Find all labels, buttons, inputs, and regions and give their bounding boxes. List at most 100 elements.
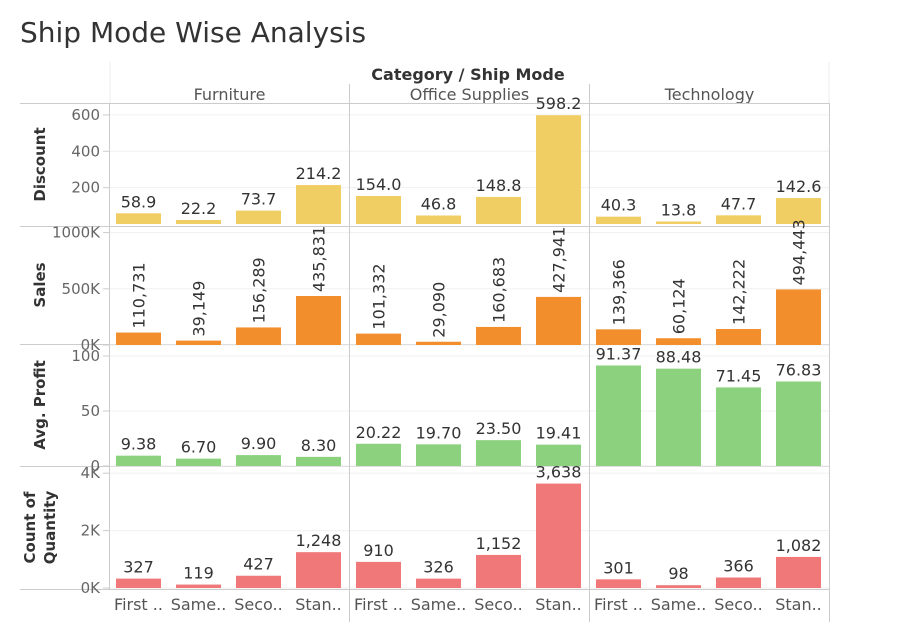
tick-label: 50	[81, 402, 100, 420]
ship-mode-label: First ..	[354, 595, 403, 614]
bar	[596, 365, 641, 466]
data-label: 9.38	[121, 435, 157, 454]
bar	[416, 444, 461, 466]
bar	[716, 577, 761, 588]
bar	[776, 198, 821, 224]
data-label: 40.3	[601, 196, 637, 215]
tick-label: 100	[71, 347, 100, 365]
category-header: Furniture	[194, 85, 266, 104]
bar	[116, 578, 161, 588]
ship-mode-label: Same..	[171, 595, 227, 614]
bar	[236, 210, 281, 224]
data-label: 366	[723, 556, 754, 575]
data-label: 22.2	[181, 199, 217, 218]
data-label: 142,222	[730, 259, 749, 325]
bar	[716, 215, 761, 224]
data-label: 142.6	[776, 177, 822, 196]
ship-mode-label: Stan..	[775, 595, 822, 614]
data-label: 39,149	[190, 281, 209, 337]
bar	[656, 221, 701, 224]
bar	[536, 115, 581, 224]
data-label: 13.8	[661, 200, 697, 219]
bar	[176, 340, 221, 345]
bar	[596, 329, 641, 345]
category-header: Technology	[664, 85, 755, 104]
data-label: 98	[668, 564, 688, 583]
bar	[476, 554, 521, 588]
bar	[656, 368, 701, 466]
data-label: 88.48	[656, 348, 702, 367]
bar	[536, 444, 581, 466]
axis-title: Count of	[21, 491, 39, 563]
data-label: 101,332	[370, 263, 389, 329]
bar	[296, 456, 341, 466]
tick-label: 1000K	[52, 224, 101, 242]
data-label: 156,289	[250, 257, 269, 323]
ship-mode-label: Seco..	[474, 595, 522, 614]
bar	[776, 381, 821, 466]
data-label: 58.9	[121, 192, 157, 211]
bar	[776, 289, 821, 345]
bar	[176, 584, 221, 588]
data-label: 1,248	[296, 531, 342, 550]
bar	[356, 561, 401, 588]
bar	[236, 575, 281, 588]
axis-title: Avg. Profit	[31, 360, 49, 450]
tick-label: 500K	[62, 280, 102, 298]
bar	[716, 387, 761, 466]
data-label: 435,831	[310, 226, 329, 292]
bar	[596, 216, 641, 224]
bar	[596, 579, 641, 588]
data-label: 8.30	[301, 436, 337, 455]
tick-label: 4K	[81, 464, 102, 482]
tick-label: 0K	[81, 579, 102, 597]
bar	[356, 443, 401, 466]
ship-mode-label: Same..	[411, 595, 467, 614]
data-label: 598.2	[536, 94, 582, 113]
data-label: 46.8	[421, 194, 457, 213]
page-title: Ship Mode Wise Analysis	[20, 16, 367, 49]
ship-mode-label: First ..	[114, 595, 163, 614]
axis-title: Quantity	[41, 491, 59, 565]
data-label: 6.70	[181, 438, 217, 457]
data-label: 1,082	[776, 536, 822, 555]
ship-mode-label: Stan..	[295, 595, 342, 614]
bar	[296, 185, 341, 224]
data-label: 110,731	[130, 262, 149, 328]
bar	[116, 332, 161, 345]
column-header: Category / Ship Mode	[371, 65, 565, 84]
tick-label: 0	[90, 457, 100, 475]
axis-title: Discount	[31, 127, 49, 201]
axis-title: Sales	[31, 262, 49, 307]
bar	[356, 333, 401, 345]
data-label: 47.7	[721, 194, 757, 213]
data-label: 427	[243, 555, 274, 574]
data-label: 76.83	[776, 360, 822, 379]
bar	[776, 556, 821, 588]
bar	[476, 440, 521, 466]
ship-mode-label: Stan..	[535, 595, 582, 614]
data-label: 427,941	[550, 227, 569, 293]
data-label: 9.90	[241, 434, 277, 453]
tick-label: 200	[71, 179, 100, 197]
data-label: 301	[603, 558, 634, 577]
data-label: 71.45	[716, 366, 762, 385]
data-label: 160,683	[490, 257, 509, 323]
data-label: 214.2	[296, 164, 342, 183]
data-label: 73.7	[241, 190, 277, 209]
data-label: 19.70	[416, 423, 462, 442]
bar	[416, 578, 461, 588]
data-label: 148.8	[476, 176, 522, 195]
bar	[116, 455, 161, 466]
data-label: 20.22	[356, 423, 402, 442]
data-label: 119	[183, 564, 214, 583]
bar	[236, 327, 281, 345]
tick-label: 2K	[81, 522, 102, 540]
data-label: 29,090	[430, 282, 449, 338]
data-label: 326	[423, 558, 454, 577]
bar	[416, 215, 461, 224]
data-label: 23.50	[476, 419, 522, 438]
data-label: 154.0	[356, 175, 402, 194]
bar	[236, 455, 281, 466]
